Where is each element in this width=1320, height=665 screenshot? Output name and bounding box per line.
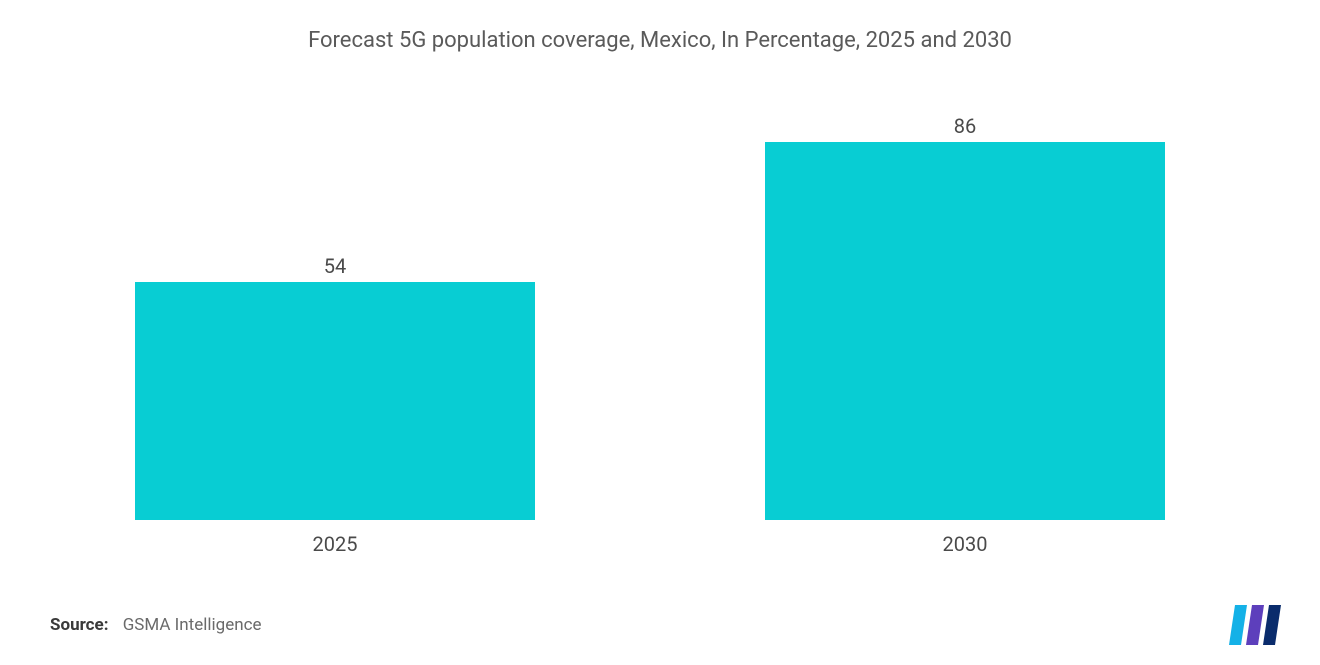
logo-bar-2 [1246,605,1264,645]
chart-title: Forecast 5G population coverage, Mexico,… [0,0,1320,53]
bar-category-label: 2025 [135,532,535,556]
bar-group: 862030 [765,80,1165,520]
logo-bar-3 [1263,605,1281,645]
source-footer: Source: GSMA Intelligence [50,615,262,635]
bar-group: 542025 [135,80,535,520]
brand-logo-icon [1229,605,1285,645]
plot-area: 542025 862030 [135,80,1185,520]
source-label: Source: [50,615,108,635]
bar [135,282,535,520]
bar-value-label: 86 [765,114,1165,138]
bar-value-label: 54 [135,254,535,278]
logo-bar-1 [1229,605,1247,645]
source-text: GSMA Intelligence [123,615,262,635]
bar [765,142,1165,520]
bar-category-label: 2030 [765,532,1165,556]
